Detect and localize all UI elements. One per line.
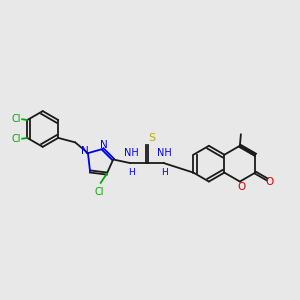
Text: Cl: Cl — [95, 187, 104, 197]
Text: O: O — [237, 182, 246, 192]
Text: H: H — [128, 168, 134, 177]
Text: Cl: Cl — [11, 134, 20, 144]
Text: NH: NH — [157, 148, 172, 158]
Text: Cl: Cl — [11, 114, 20, 124]
Text: S: S — [148, 133, 155, 143]
Text: N: N — [100, 140, 108, 150]
Text: N: N — [81, 146, 89, 156]
Text: H: H — [161, 168, 168, 177]
Text: NH: NH — [124, 148, 138, 158]
Text: O: O — [265, 178, 273, 188]
